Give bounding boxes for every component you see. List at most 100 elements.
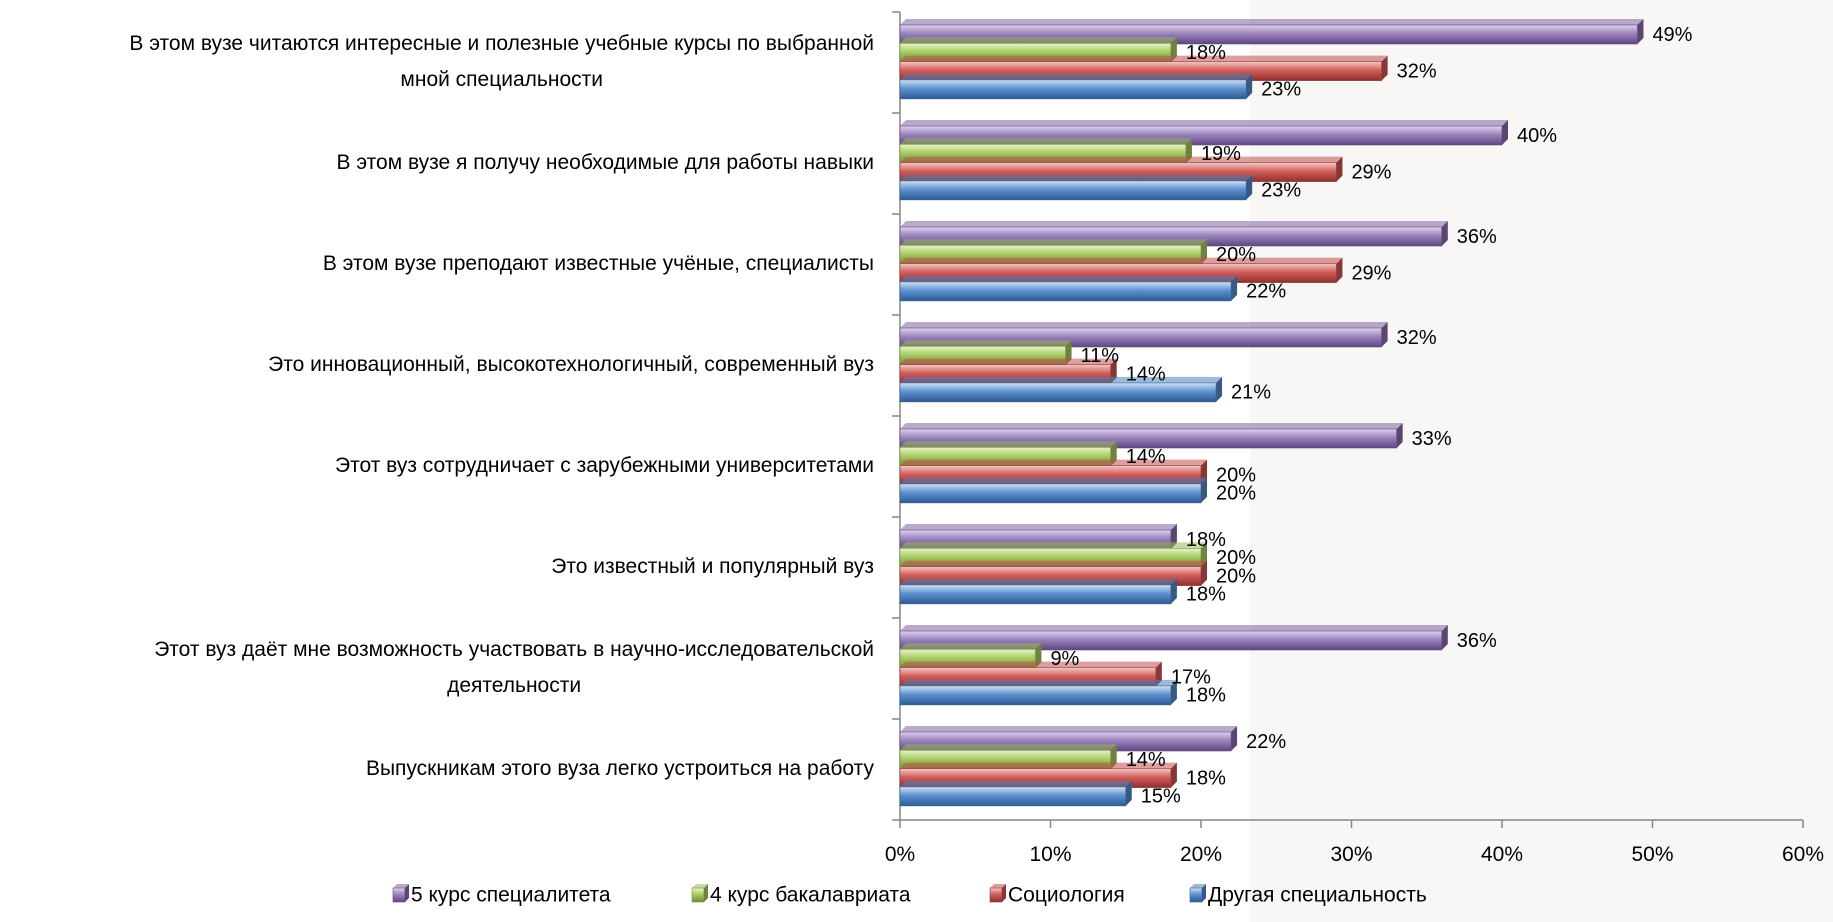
bar-top-face	[900, 744, 1117, 751]
bar-end-face	[1381, 55, 1388, 81]
chart-bars	[899, 19, 1644, 807]
bar	[899, 73, 1253, 100]
bar-end-face	[1170, 762, 1177, 788]
background-watermark	[1250, 0, 1833, 922]
data-label: 20%	[1216, 547, 1256, 569]
data-label: 18%	[1186, 529, 1226, 551]
data-label: 49%	[1652, 24, 1692, 46]
bar	[899, 477, 1207, 504]
category-label: В этом вузе читаются интересные и полезн…	[129, 32, 874, 91]
bar-top-face	[900, 73, 1253, 80]
legend-label: Социология	[1008, 884, 1125, 907]
data-label: 20%	[1216, 565, 1256, 587]
bar-end-face	[1201, 477, 1207, 503]
legend-label: 4 курс бакалавриата	[710, 884, 911, 907]
bar-top-face	[900, 625, 1448, 631]
bar-end-face	[1201, 560, 1207, 586]
bar-end-face	[1216, 376, 1223, 402]
legend-swatch-top	[692, 884, 708, 888]
legend-swatch-side	[704, 884, 708, 902]
bar-end-face	[1231, 726, 1238, 751]
bar-top-face	[900, 275, 1238, 282]
legend-swatch-side	[1002, 884, 1006, 902]
data-label: 11%	[1081, 345, 1120, 367]
bar-top-face	[900, 55, 1388, 62]
bar-top-face	[900, 257, 1343, 264]
data-label: 29%	[1351, 161, 1391, 183]
bar-end-face	[1246, 73, 1253, 99]
legend-item: 5 курс специалитета	[392, 884, 611, 907]
bar-end-face	[1170, 578, 1177, 604]
bar-top-face	[900, 477, 1207, 484]
legend-swatch-side	[1202, 884, 1206, 902]
data-label: 20%	[1216, 483, 1256, 505]
legend-item: Другая специальность	[1189, 884, 1427, 907]
bar	[899, 174, 1253, 201]
bar-top-face	[900, 322, 1388, 328]
data-label: 33%	[1412, 428, 1452, 450]
data-label: 9%	[1050, 648, 1079, 670]
bar-top-face	[900, 376, 1223, 383]
data-label: 20%	[1216, 464, 1256, 486]
bar-top-face	[900, 37, 1177, 44]
bar-end-face	[1381, 322, 1388, 347]
bar-end-face	[1637, 19, 1644, 44]
data-label: 21%	[1231, 382, 1271, 404]
bar-end-face	[1396, 423, 1403, 448]
data-label: 14%	[1126, 446, 1166, 468]
legend-swatch-side	[405, 884, 409, 902]
bar-front-face	[899, 483, 1202, 504]
data-label: 23%	[1261, 79, 1301, 101]
bar-top-face	[900, 560, 1207, 567]
bar-top-face	[900, 643, 1042, 650]
legend-label: 5 курс специалитета	[411, 884, 611, 907]
legend-swatch	[1189, 887, 1203, 903]
legend-item: Социология	[989, 884, 1125, 907]
bar-top-face	[900, 780, 1132, 787]
bar-top-face	[900, 174, 1253, 181]
bar-end-face	[1170, 679, 1177, 705]
x-tick-label: 20%	[1180, 843, 1222, 866]
data-label: 22%	[1246, 281, 1286, 303]
data-label: 29%	[1351, 262, 1391, 284]
bar	[899, 679, 1177, 706]
bar-end-face	[1441, 221, 1448, 246]
bar-top-face	[900, 156, 1343, 163]
data-label: 18%	[1186, 767, 1226, 789]
data-label: 15%	[1141, 786, 1181, 808]
bar-top-face	[900, 578, 1177, 585]
category-label: Этот вуз даёт мне возможность участвоват…	[154, 638, 874, 697]
bar-end-face	[1441, 625, 1448, 650]
legend-swatch	[989, 887, 1003, 903]
bar-top-face	[900, 524, 1177, 530]
bar-front-face	[899, 79, 1247, 100]
data-label: 17%	[1171, 666, 1211, 688]
x-tick-label: 50%	[1631, 843, 1673, 866]
category-label: Выпускникам этого вуза легко устроиться …	[366, 757, 875, 780]
bar-front-face	[899, 786, 1127, 807]
legend-swatch-top	[990, 884, 1006, 888]
bar-top-face	[900, 120, 1508, 126]
legend-swatch	[691, 887, 705, 903]
data-label: 36%	[1457, 630, 1497, 652]
category-label: Это известный и популярный вуз	[551, 555, 874, 578]
bar-end-face	[1125, 780, 1132, 806]
category-label: В этом вузе я получу необходимые для раб…	[337, 151, 874, 174]
bar	[899, 780, 1132, 807]
bar-top-face	[900, 239, 1207, 246]
bar-top-face	[900, 679, 1177, 686]
data-label: 32%	[1397, 327, 1437, 349]
bar-end-face	[1336, 156, 1343, 182]
bar-top-face	[900, 19, 1644, 25]
data-label: 18%	[1186, 685, 1226, 707]
data-label: 14%	[1126, 363, 1166, 385]
bar-top-face	[900, 423, 1403, 429]
bar-end-face	[1336, 257, 1343, 283]
bar-top-face	[900, 459, 1207, 466]
legend-label: Другая специальность	[1208, 884, 1427, 907]
data-label: 20%	[1216, 244, 1256, 266]
bar-top-face	[900, 542, 1207, 549]
legend-swatch-top	[1190, 884, 1206, 888]
bar-front-face	[899, 281, 1232, 302]
